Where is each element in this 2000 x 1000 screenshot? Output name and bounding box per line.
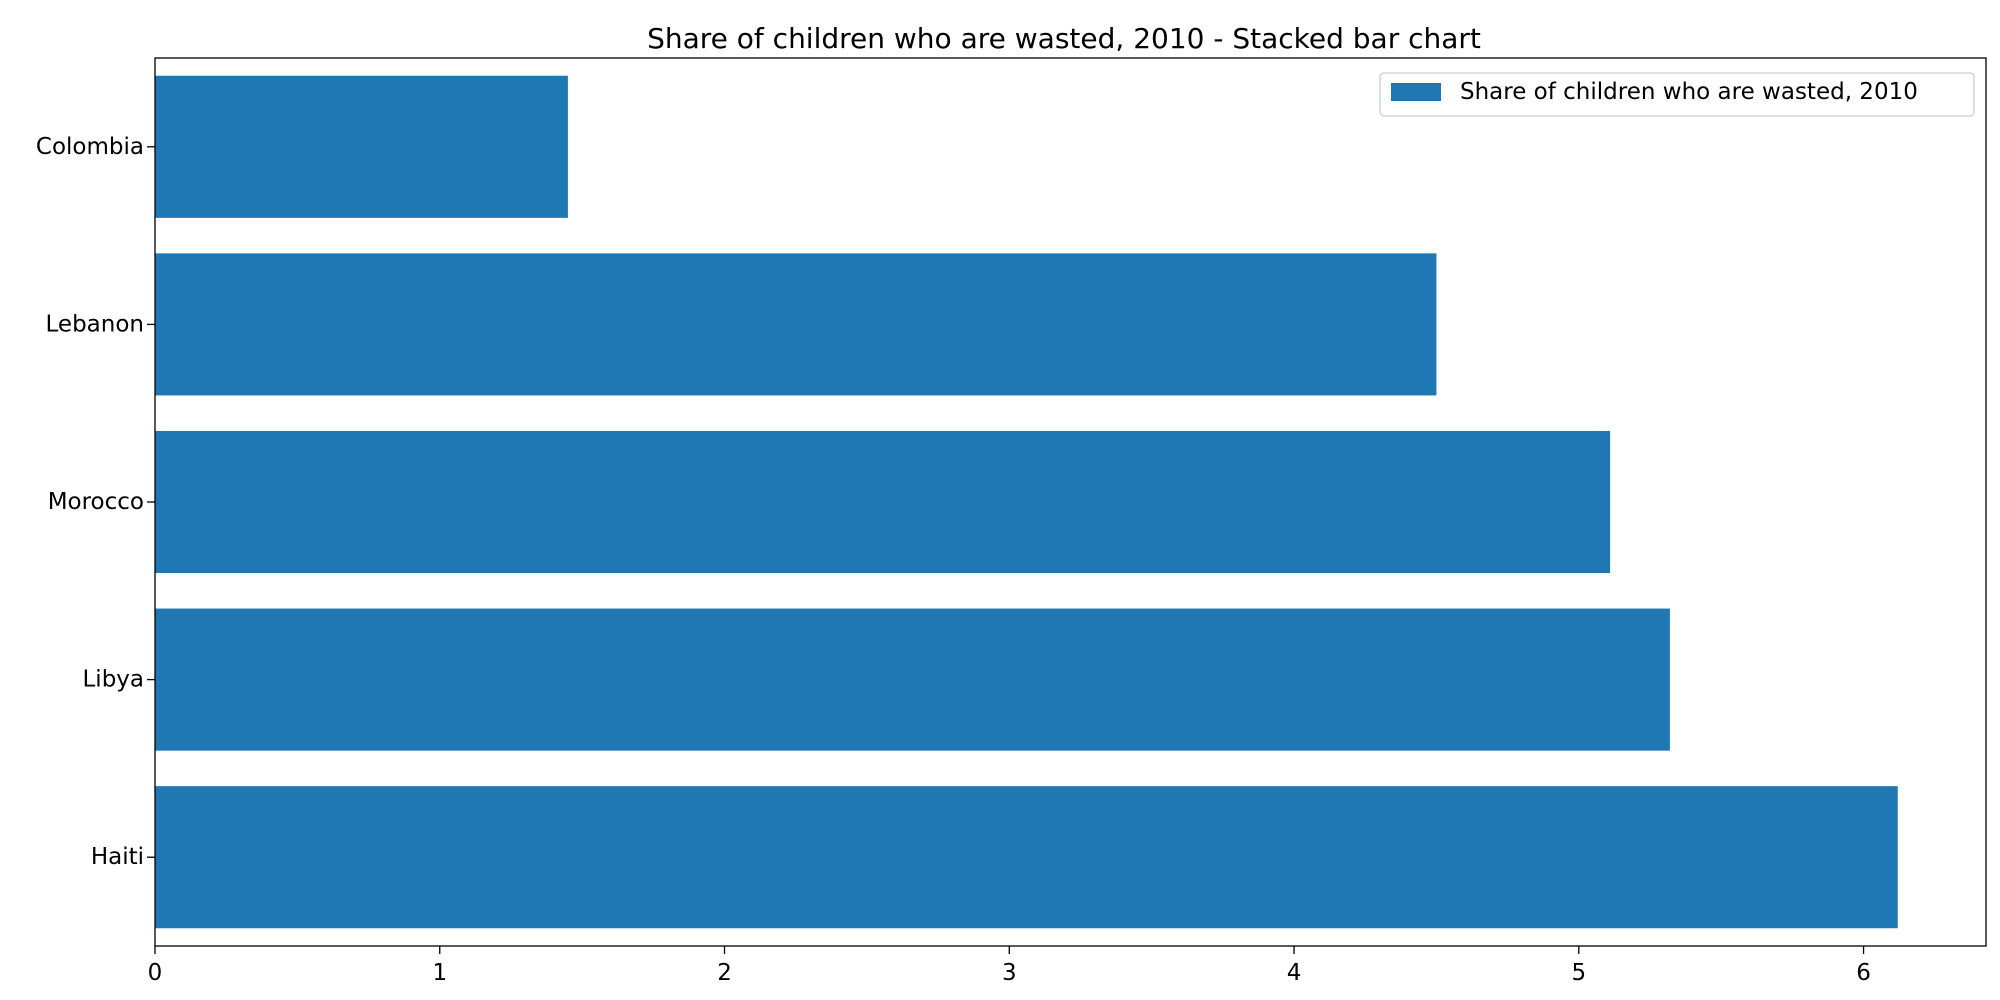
bar-lebanon	[155, 253, 1437, 396]
x-tick-label: 5	[1571, 960, 1586, 986]
x-tick-label: 6	[1856, 960, 1871, 986]
legend-box	[1379, 72, 1975, 117]
x-tick-label: 4	[1287, 960, 1302, 986]
legend-label: Share of children who are wasted, 2010	[1460, 79, 1918, 105]
bar-morocco	[155, 430, 1611, 574]
chart-title: Share of children who are wasted, 2010 -…	[647, 22, 1481, 55]
y-tick-label: Morocco	[48, 489, 144, 515]
x-tick-label: 0	[148, 960, 163, 986]
y-tick-label: Haiti	[91, 844, 144, 870]
y-tick-label: Colombia	[36, 134, 144, 160]
x-axis: 0 1 2 3 4 5 6	[148, 946, 1871, 986]
plot-frame	[154, 57, 1987, 947]
x-tick-label: 2	[717, 960, 732, 986]
legend: Share of children who are wasted, 2010	[1379, 72, 1975, 117]
x-tick-label: 1	[432, 960, 447, 986]
y-tick-label: Libya	[82, 667, 144, 693]
legend-swatch	[1391, 83, 1441, 101]
x-tick-label: 3	[1002, 960, 1017, 986]
y-axis: Colombia Lebanon Morocco Libya Haiti	[36, 134, 155, 870]
bar-haiti	[155, 786, 1898, 929]
y-tick-label: Lebanon	[46, 311, 144, 337]
bars-layer	[155, 75, 1898, 929]
bar-colombia	[155, 75, 568, 218]
bar-libya	[155, 608, 1670, 751]
